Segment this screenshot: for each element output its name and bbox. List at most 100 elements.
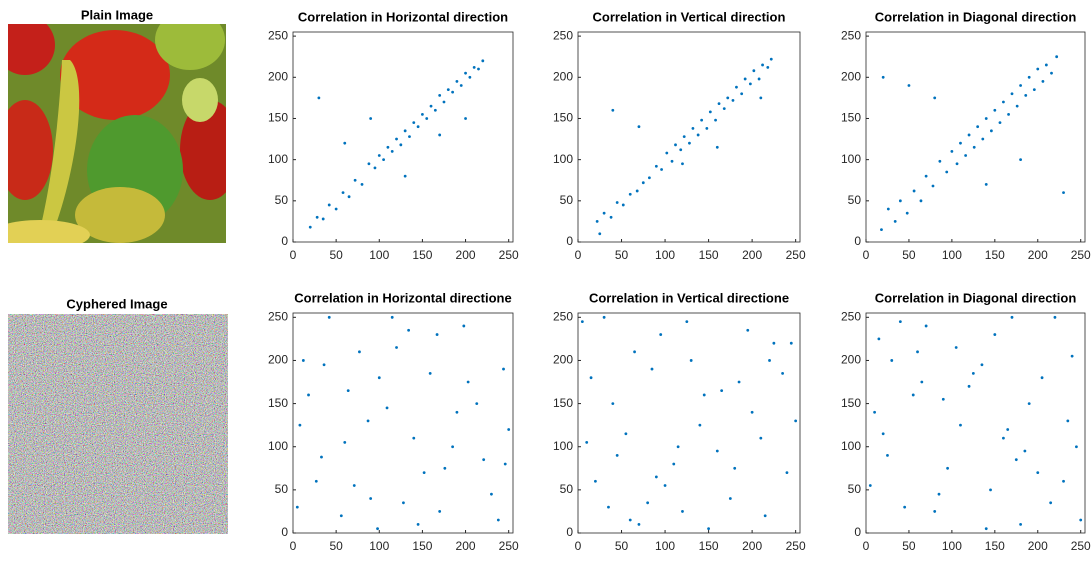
scatter-point [698,423,702,427]
y-tick-label: 0 [281,234,288,248]
scatter-point [933,510,937,513]
scatter-point [322,363,326,367]
scatter-point [654,475,658,479]
scatter-point [924,324,928,328]
scatter-point [633,350,636,354]
scatter-point [1032,88,1036,92]
scatter-point [700,118,704,122]
scatter-point [916,350,919,354]
scatter-point [496,518,500,522]
scatter-point [507,428,511,431]
scatter-point [621,203,625,207]
scatter-point [660,168,663,171]
scatter-point [663,484,667,487]
scatter-point [320,455,323,459]
scatter-point [611,402,615,405]
scatter-point [490,492,493,496]
scatter-point [611,108,615,112]
scatter-point [416,522,420,526]
x-tick-label: 100 [655,248,675,262]
y-tick-label: 250 [268,309,288,323]
scatter-point [390,315,394,319]
scatter-point [946,466,949,470]
scatter-point [1010,92,1014,96]
x-tick-label: 150 [412,248,432,262]
scatter-point [665,151,669,155]
scatter-point [580,320,584,324]
scatter-point [602,211,606,215]
y-tick-label: 50 [848,482,862,496]
scatter-point [886,453,889,457]
scatter-point [931,184,935,188]
y-tick-label: 200 [553,69,573,83]
y-tick-label: 0 [281,525,288,539]
scatter-point [308,225,312,229]
scatter-point [998,121,1002,124]
scatter-point [412,121,416,124]
scatter-point [750,410,754,414]
scatter-point [376,527,379,531]
scatter-point [937,492,941,496]
scatter-point [1027,75,1031,79]
scatter-point [696,133,700,137]
scatter-point [681,162,684,166]
scatter-point [369,497,373,500]
scatter-point [301,359,305,362]
scatter-point [462,324,466,328]
x-tick-label: 150 [699,539,719,553]
scatter-point [446,88,450,92]
scatter-point [615,201,619,204]
scatter-point [893,220,897,223]
scatter-point [395,137,398,141]
scatter-point [781,371,784,375]
scatter-point [731,98,735,102]
scatter-point [438,94,442,97]
scatter-point [408,135,411,138]
scatter-point [502,367,505,371]
scatter-point [728,497,732,500]
scatter-point [676,445,680,449]
scatter-point [905,211,909,215]
scatter-point [366,419,370,423]
scatter-point [691,126,695,130]
image-title: Cyphered Image [66,296,167,311]
scatter-point [682,135,686,138]
y-tick-label: 100 [268,439,288,453]
scatter-point [980,363,984,367]
scatter-point [647,176,651,180]
scatter-point [964,154,968,157]
scatter-point [933,96,937,100]
scatter-point [911,393,915,397]
plot-area [292,312,514,534]
scatter-point [327,203,331,207]
scatter-point [714,118,717,122]
scatter-point [385,406,389,410]
scatter-point [314,479,318,483]
x-tick-label: 200 [1028,248,1048,262]
plot-area [577,31,801,243]
scatter-point [595,220,599,223]
chart-title: Correlation in Vertical direction [593,9,786,24]
scatter-point [967,133,971,137]
scatter-point [1050,71,1053,75]
scatter-point [609,215,613,219]
y-tick-label: 200 [268,69,288,83]
scatter-point [945,170,949,174]
scatter-point [941,397,945,401]
scatter-point [1007,112,1010,116]
scatter-point [903,505,907,509]
x-tick-label: 250 [786,539,806,553]
y-tick-label: 200 [553,353,573,367]
scatter-point [341,191,345,194]
scatter-point [743,77,747,81]
scatter-point [429,104,433,108]
scatter-point [298,423,302,427]
scatter-point [607,505,610,509]
plot-area [577,312,801,534]
scatter-point [455,410,459,414]
scatter-point [1006,428,1010,431]
x-tick-label: 250 [499,539,519,553]
scatter-point [637,522,641,526]
x-tick-label: 200 [742,539,762,553]
scatter-point [1075,445,1078,449]
